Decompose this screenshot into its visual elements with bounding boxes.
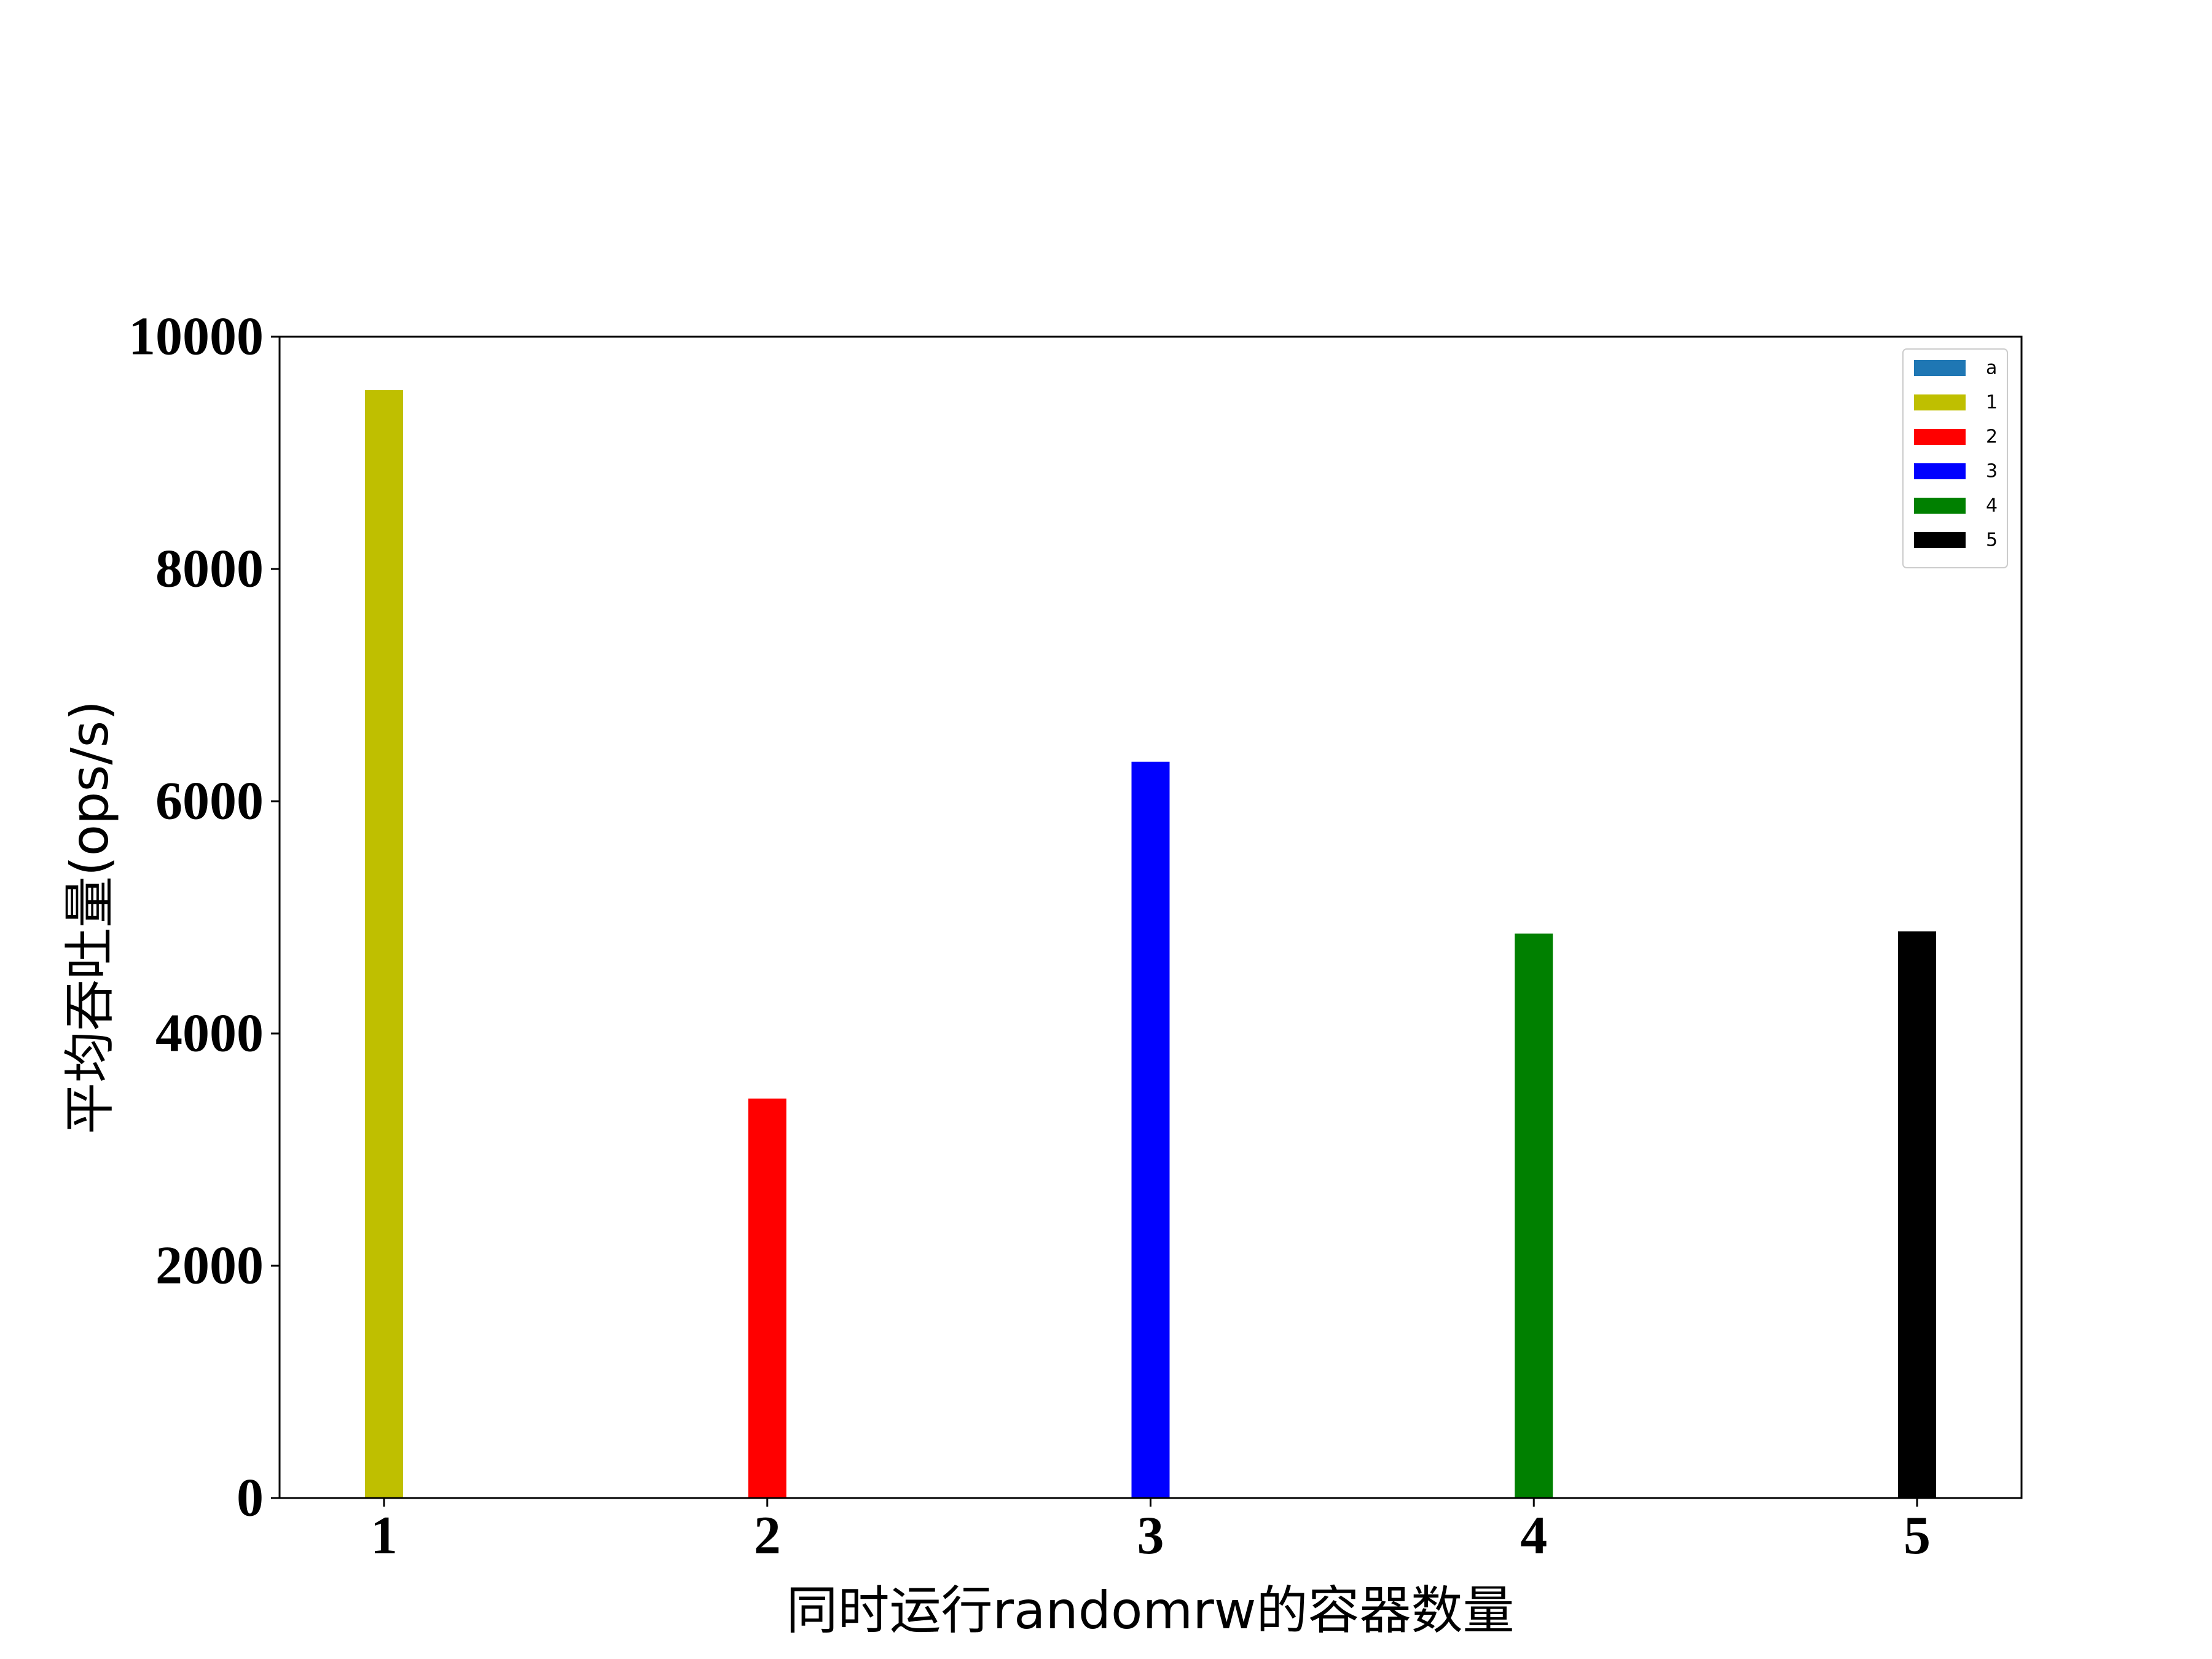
legend-label-4: 4 [1986,495,1998,517]
legend-swatch-2 [1914,429,1966,445]
y-tick-label: 10000 [128,307,264,367]
plot-frame [278,335,2023,1499]
bars-layer [365,390,1936,1499]
x-tick-label: 5 [1904,1506,1931,1566]
bar-4 [1515,933,1553,1498]
legend-swatch-3 [1914,463,1966,479]
legend-swatch-1 [1914,394,1966,410]
y-tick-label: 2000 [155,1236,264,1296]
x-axis-label: 同时运行randomrw的容器数量 [786,1580,1514,1641]
legend-label-5: 5 [1986,530,1998,551]
x-axis: 1 2 3 4 5 [371,1498,1931,1566]
legend-label-1: 1 [1986,392,1998,414]
x-tick-label: 4 [1520,1506,1547,1566]
legend-swatch-a [1914,360,1966,376]
x-tick-label: 3 [1137,1506,1164,1566]
y-tick-label: 4000 [155,1004,264,1064]
bar-2 [748,1098,786,1498]
legend-label-a: a [1986,358,1997,379]
bar-5 [1898,931,1936,1498]
y-axis-label: 平均吞吐量(ops/s) [60,700,120,1134]
y-tick-label: 0 [237,1469,264,1528]
legend-label-3: 3 [1986,461,1998,482]
legend: a 1 2 3 4 5 [1902,348,2008,568]
legend-swatch-5 [1914,532,1966,548]
bar-3 [1131,761,1170,1498]
x-tick-label: 2 [754,1506,781,1566]
y-tick-label: 6000 [155,772,264,831]
legend-label-2: 2 [1986,426,1998,448]
y-axis: 0 2000 4000 6000 8000 10000 [128,307,280,1528]
bar-1 [365,390,403,1499]
x-tick-label: 1 [371,1506,398,1566]
y-tick-label: 8000 [155,539,264,599]
legend-swatch-4 [1914,498,1966,514]
